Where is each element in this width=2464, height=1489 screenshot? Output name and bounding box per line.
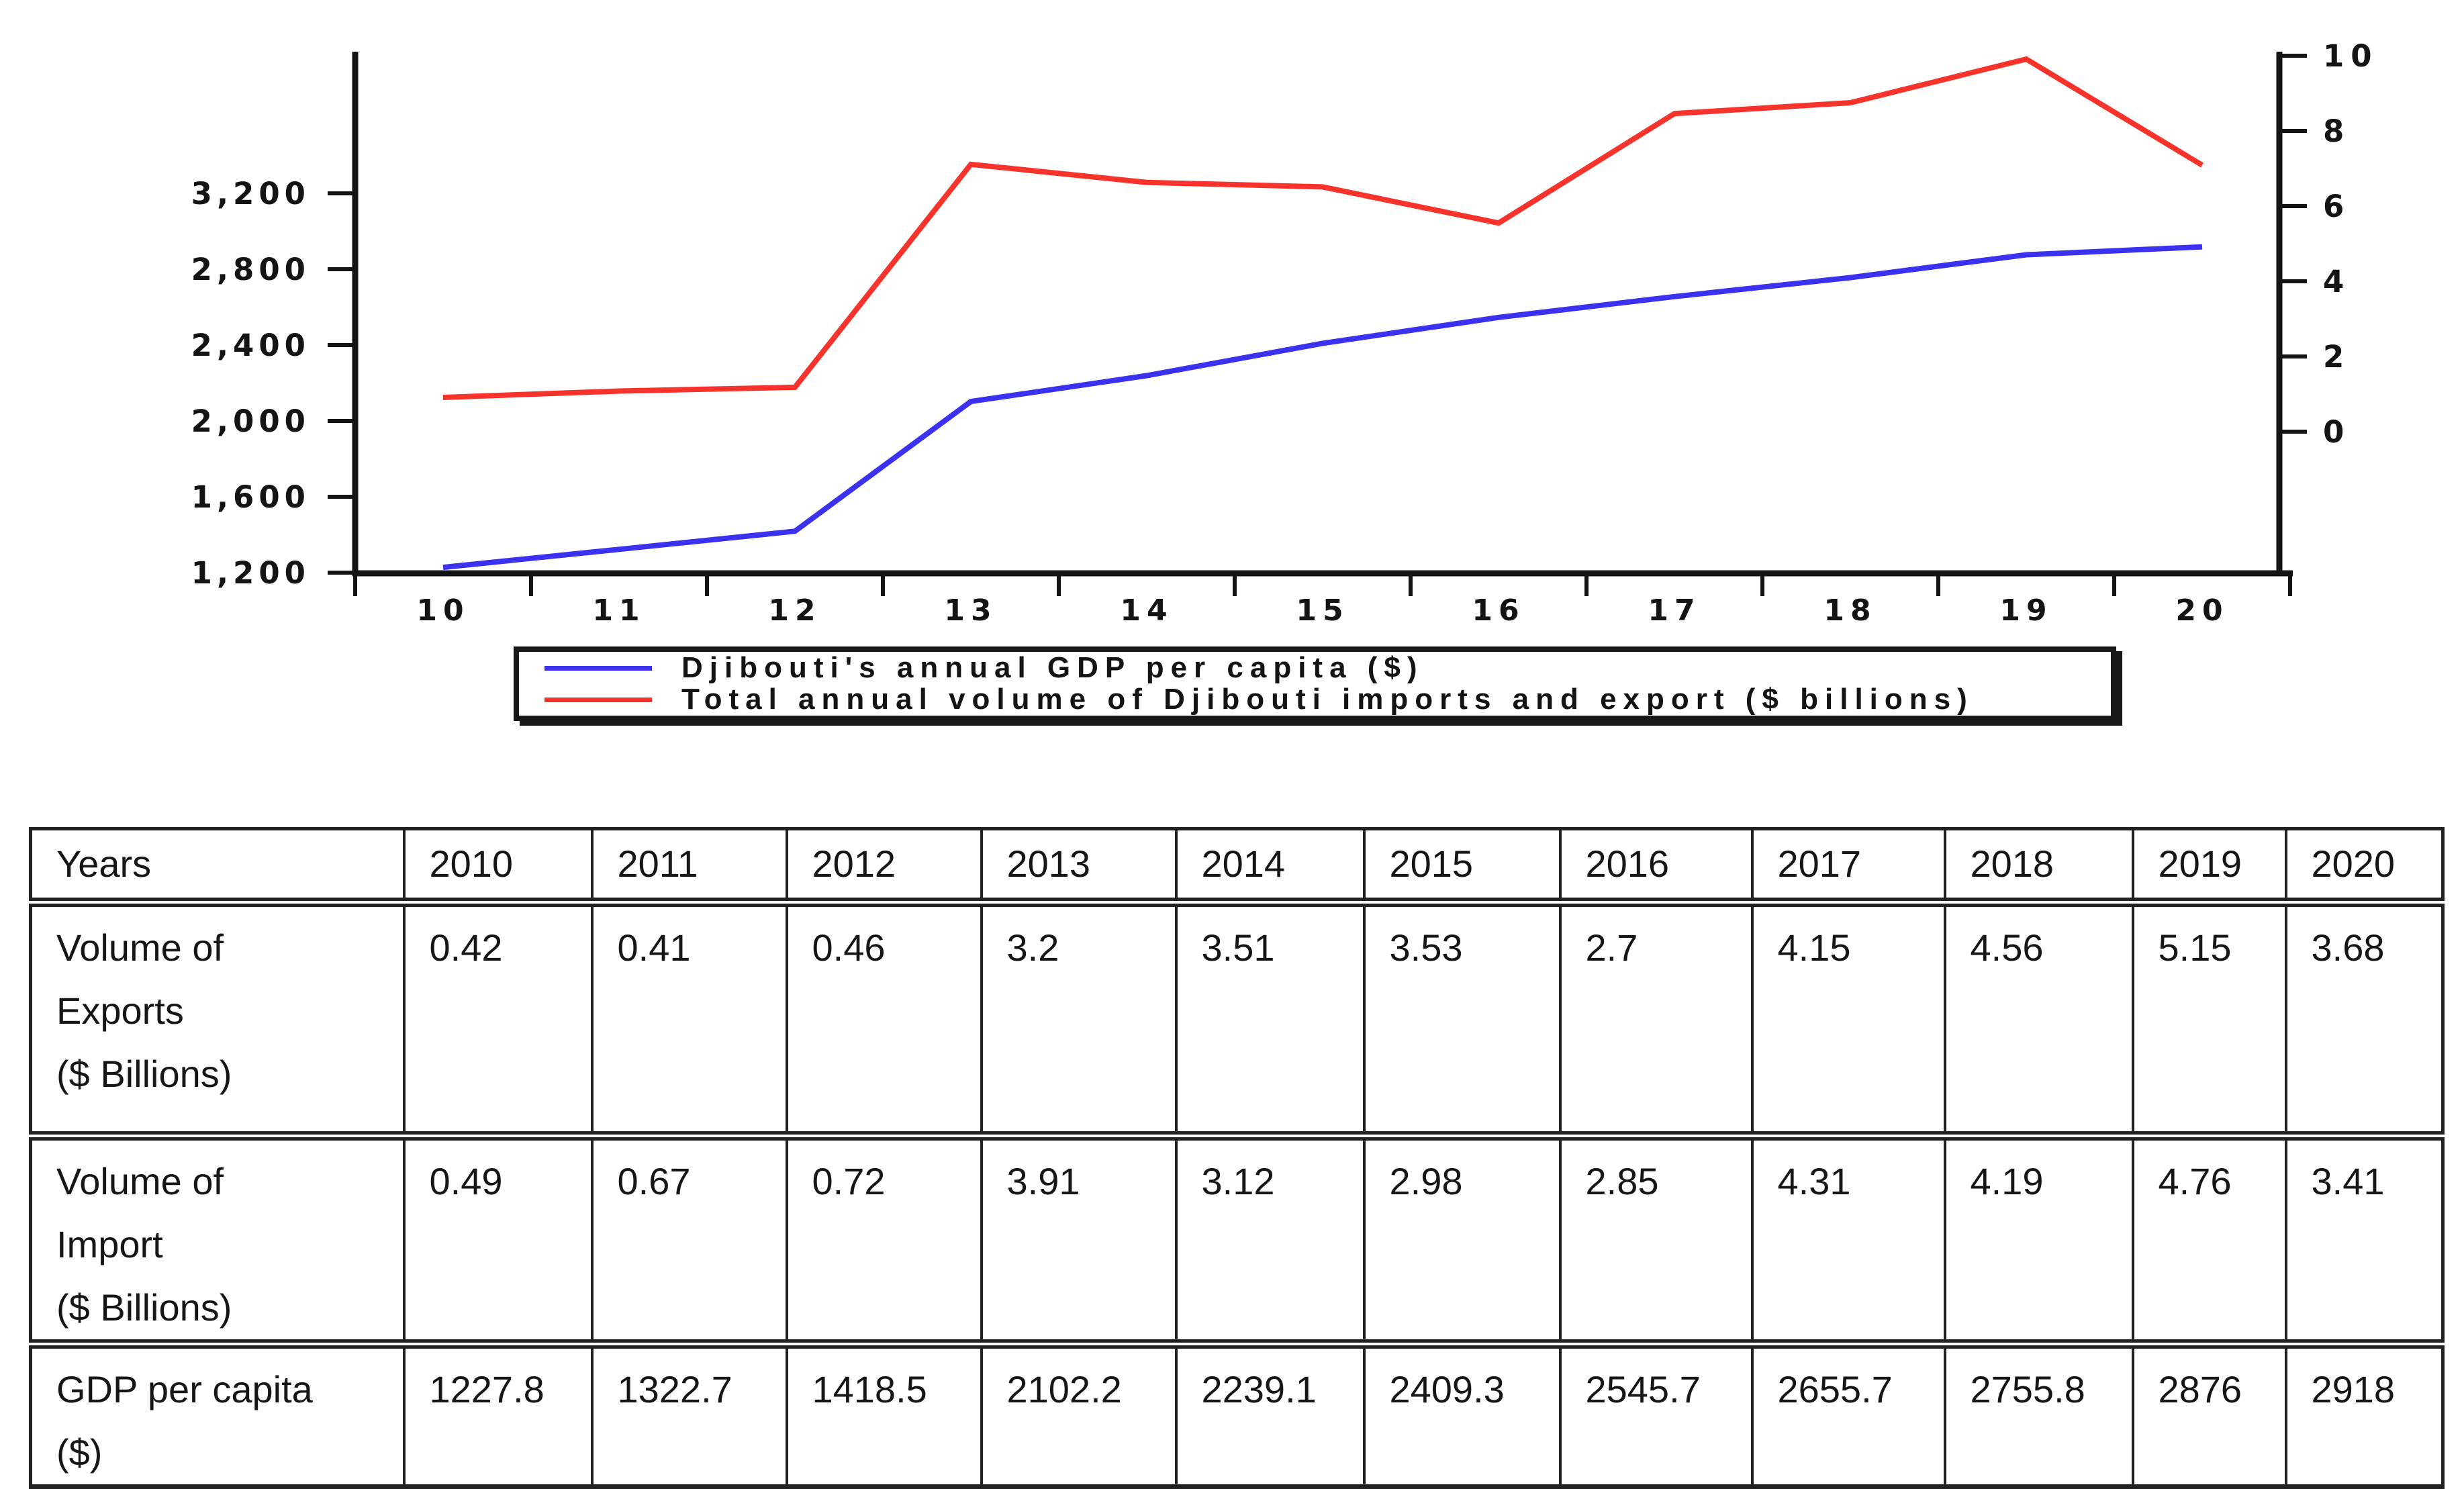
table-value-cell: 2239.1 xyxy=(1174,1343,1366,1489)
x-axis-tick-label: 20 xyxy=(2175,593,2228,628)
year-column-header: 2012 xyxy=(785,827,983,907)
row-label-cell: GDP per capita ($) xyxy=(29,1343,406,1489)
year-column-header: 2010 xyxy=(402,827,594,907)
row-label-line: Import xyxy=(56,1223,163,1266)
trade-gdp-table: Years 2010 2011 2012 2013 2014 2015 2016 2017 201… xyxy=(29,827,2445,1489)
screenshot-root: { "page": { "background": "#ffffff" }, "… xyxy=(29,38,2445,1489)
year-column-header: 2016 xyxy=(1558,827,1754,907)
table-value-cell: 3.41 xyxy=(2284,1134,2445,1349)
right-axis-tick-label: 4 xyxy=(2323,264,2351,299)
table-value-cell: 4.15 xyxy=(1750,901,1946,1141)
legend-item: Total annual volume of Djibouti imports … xyxy=(544,683,2111,716)
imports-exports-line xyxy=(442,56,2204,400)
table-value-cell: 3.68 xyxy=(2284,901,2445,1141)
row-label-line: Volume of xyxy=(56,926,224,969)
table-value-cell: 3.2 xyxy=(980,901,1178,1141)
gdp-per-capita-line xyxy=(442,244,2203,571)
table-value-cell: 0.41 xyxy=(590,901,788,1141)
table-value-cell: 0.46 xyxy=(785,901,983,1141)
row-label-line: ($ Billions) xyxy=(56,1053,232,1096)
right-axis-tick-label: 0 xyxy=(2323,414,2351,450)
year-column-header: 2017 xyxy=(1750,827,1946,907)
row-label-cell: Volume of Import ($ Billions) xyxy=(29,1134,406,1349)
left-axis-tick-label: 1,200 xyxy=(191,555,310,591)
right-axis-tick-label: 10 xyxy=(2323,38,2379,74)
year-column-header: 2011 xyxy=(590,827,788,907)
table-value-cell: 2.85 xyxy=(1558,1134,1754,1349)
table-value-cell: 2755.8 xyxy=(1943,1343,2134,1489)
year-column-header: 2015 xyxy=(1362,827,1562,907)
table-value-cell: 2409.3 xyxy=(1362,1343,1562,1489)
table-value-cell: 4.31 xyxy=(1750,1134,1946,1349)
left-axis-tick-label: 2,000 xyxy=(191,403,310,439)
table-value-cell: 4.19 xyxy=(1943,1134,2134,1349)
legend-label: Djibouti's annual GDP per capita ($) xyxy=(681,651,1424,684)
table-value-cell: 4.56 xyxy=(1943,901,2134,1141)
table-value-cell: 5.15 xyxy=(2131,901,2287,1141)
x-axis-tick-label: 17 xyxy=(1648,593,1701,628)
table-value-cell: 1418.5 xyxy=(785,1343,983,1489)
right-axis-tick-label: 8 xyxy=(2323,113,2351,149)
table-value-cell: 1322.7 xyxy=(590,1343,788,1489)
table-value-cell: 3.51 xyxy=(1174,901,1366,1141)
table-header-row: Years 2010 2011 2012 2013 2014 2015 2016 2017 201… xyxy=(29,827,2445,907)
x-axis-tick-label: 15 xyxy=(1296,593,1349,628)
year-column-header: 2013 xyxy=(980,827,1178,907)
table-value-cell: 3.53 xyxy=(1362,901,1562,1141)
table-value-cell: 1227.8 xyxy=(402,1343,594,1489)
x-axis-tick-label: 11 xyxy=(592,593,645,628)
x-axis-tick-label: 12 xyxy=(768,593,821,628)
x-axis-tick-label: 14 xyxy=(1120,593,1173,628)
table-value-cell: 2918 xyxy=(2284,1343,2445,1489)
table-value-cell: 3.12 xyxy=(1174,1134,1366,1349)
x-axis-tick-label: 10 xyxy=(416,593,469,628)
row-label-line: ($ Billions) xyxy=(56,1286,232,1329)
legend-line-sample xyxy=(544,697,652,702)
gdp-row: GDP per capita ($) 1227.8 1322.7 1418.5 2102.… xyxy=(29,1343,2445,1489)
left-axis-tick-label: 2,400 xyxy=(191,328,310,363)
year-column-header: 2019 xyxy=(2131,827,2287,907)
table-value-cell: 2102.2 xyxy=(980,1343,1178,1489)
year-column-header: 2018 xyxy=(1943,827,2134,907)
table-value-cell: 2876 xyxy=(2131,1343,2287,1489)
right-axis-tick-label: 6 xyxy=(2323,189,2351,224)
left-axis-tick-label: 1,600 xyxy=(191,479,310,515)
row-label-line: Exports xyxy=(56,990,184,1032)
table-value-cell: 2.98 xyxy=(1362,1134,1562,1349)
row-label-cell: Volume of Exports ($ Billions) xyxy=(29,901,406,1141)
table-value-cell: 0.67 xyxy=(590,1134,788,1349)
table-value-cell: 2545.7 xyxy=(1558,1343,1754,1489)
legend-label: Total annual volume of Djibouti imports … xyxy=(681,683,1974,716)
right-axis-tick-label: 2 xyxy=(2323,339,2351,375)
exports-row: Volume of Exports ($ Billions) 0.42 0.41 0.46… xyxy=(29,901,2445,1141)
left-axis-tick-label: 2,800 xyxy=(191,252,310,287)
x-axis-tick-label: 19 xyxy=(1999,593,2052,628)
table-value-cell: 2655.7 xyxy=(1750,1343,1946,1489)
legend-item: Djibouti's annual GDP per capita ($) xyxy=(544,651,2111,684)
table-value-cell: 4.76 xyxy=(2131,1134,2287,1349)
table-value-cell: 3.91 xyxy=(980,1134,1178,1349)
x-axis-tick-label: 18 xyxy=(1823,593,1877,628)
year-column-header: 2014 xyxy=(1174,827,1366,907)
legend-line-sample xyxy=(544,665,652,671)
table-value-cell: 0.49 xyxy=(402,1134,594,1349)
left-axis-tick-label: 3,200 xyxy=(191,176,310,211)
table-value-cell: 2.7 xyxy=(1558,901,1754,1141)
x-axis-tick-label: 16 xyxy=(1472,593,1525,628)
table-value-cell: 0.42 xyxy=(402,901,594,1141)
gdp-trade-line-chart: 1,200 1,600 2,000 2,400 2,800 3,200 0 2 4 6 8 10 10 1… xyxy=(191,38,2379,628)
row-label-line: GDP per capita xyxy=(56,1368,313,1411)
chart-legend: Djibouti's annual GDP per capita ($) Tota… xyxy=(514,646,2116,721)
x-axis-tick-label: 13 xyxy=(944,593,997,628)
year-column-header: 2020 xyxy=(2284,827,2445,907)
years-header-cell: Years xyxy=(29,827,406,907)
table-value-cell: 0.72 xyxy=(785,1134,983,1349)
imports-row: Volume of Import ($ Billions) 0.49 0.67 0.72 3… xyxy=(29,1134,2445,1349)
row-label-line: Volume of xyxy=(56,1160,224,1202)
row-label-line: ($) xyxy=(56,1431,103,1474)
